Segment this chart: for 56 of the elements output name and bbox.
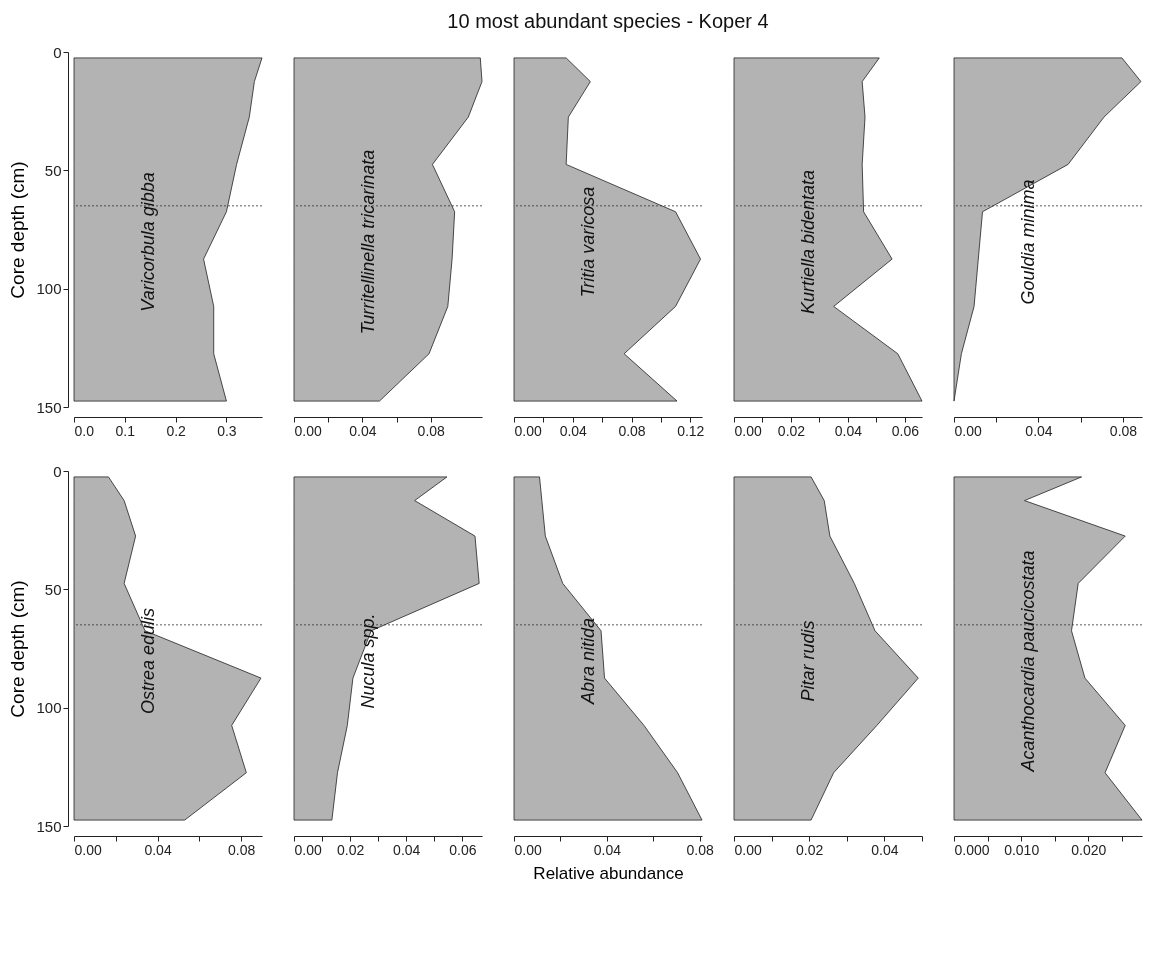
- annotation: Tritia varicosa: [578, 186, 598, 298]
- x-tick-label: 0.1: [115, 422, 136, 439]
- x-tick-label: 0.02: [777, 422, 806, 439]
- annotation: Abra nitida: [578, 617, 598, 706]
- x-tick-label: 0.08: [417, 422, 446, 439]
- x-tick-label: 0.12: [677, 422, 705, 439]
- x-tick-label: 0.06: [449, 841, 477, 858]
- annotation: Acanthocardia paucicostata: [1018, 550, 1038, 773]
- x-tick-label: 0.00: [734, 422, 762, 439]
- x-tick-label: 0.04: [144, 841, 172, 858]
- x-tick-label: 0.00: [294, 422, 322, 439]
- x-tick-label: 0.010: [1004, 841, 1040, 858]
- x-tick-label: 0.00: [294, 841, 322, 858]
- x-tick-label: 0.04: [871, 841, 899, 858]
- annotation: Gouldia minima: [1018, 179, 1038, 305]
- x-tick-label: 0.04: [349, 422, 377, 439]
- x-tick-label: 0.06: [891, 422, 920, 439]
- y-tick-label: 150: [36, 398, 62, 416]
- y-axis-title: Core depth (cm): [7, 580, 29, 718]
- x-tick-label: 0.00: [954, 422, 982, 439]
- x-tick-label: 0.00: [514, 841, 542, 858]
- annotation: Pitar rudis: [798, 620, 818, 702]
- x-axis-title: Relative abundance: [533, 863, 684, 883]
- x-tick-label: 0.020: [1071, 841, 1107, 858]
- x-tick-label: 0.2: [166, 422, 187, 439]
- x-tick-label: 0.02: [796, 841, 824, 858]
- x-tick-label: 0.04: [593, 841, 622, 858]
- x-tick-label: 0.3: [217, 422, 237, 439]
- x-tick-label: 0.04: [393, 841, 421, 858]
- annotation: Turritellinella tricarinata: [358, 149, 378, 335]
- x-tick-label: 0.08: [618, 422, 646, 439]
- x-tick-label: 0.000: [954, 841, 990, 858]
- x-tick-label: 0.04: [1025, 422, 1053, 439]
- x-tick-label: 0.08: [1109, 422, 1138, 439]
- annotation: Kurtiella bidentata: [798, 169, 818, 315]
- x-tick-label: 0.04: [559, 422, 588, 439]
- x-tick-label: 0.04: [834, 422, 863, 439]
- y-tick-label: 0: [53, 43, 62, 61]
- y-axis-title: Core depth (cm): [7, 161, 29, 299]
- y-tick-label: 50: [44, 161, 62, 179]
- annotation: Ostrea edulis: [138, 607, 158, 715]
- x-tick-label: 0.08: [686, 841, 715, 858]
- x-tick-label: 0.08: [227, 841, 256, 858]
- chart-title: 10 most abundant species - Koper 4: [447, 10, 769, 32]
- y-tick-label: 100: [36, 699, 62, 717]
- x-tick-label: 0.0: [74, 422, 95, 439]
- x-tick-label: 0.00: [74, 841, 102, 858]
- x-tick-label: 0.00: [734, 841, 762, 858]
- x-tick-label: 0.00: [514, 422, 542, 439]
- y-tick-label: 50: [44, 580, 62, 598]
- x-tick-label: 0.02: [336, 841, 365, 858]
- y-tick-label: 100: [36, 280, 62, 298]
- y-tick-label: 150: [36, 817, 62, 835]
- annotation: Nucula spp.: [358, 613, 378, 709]
- y-tick-label: 0: [53, 462, 62, 480]
- annotation: Varicorbula gibba: [138, 172, 158, 312]
